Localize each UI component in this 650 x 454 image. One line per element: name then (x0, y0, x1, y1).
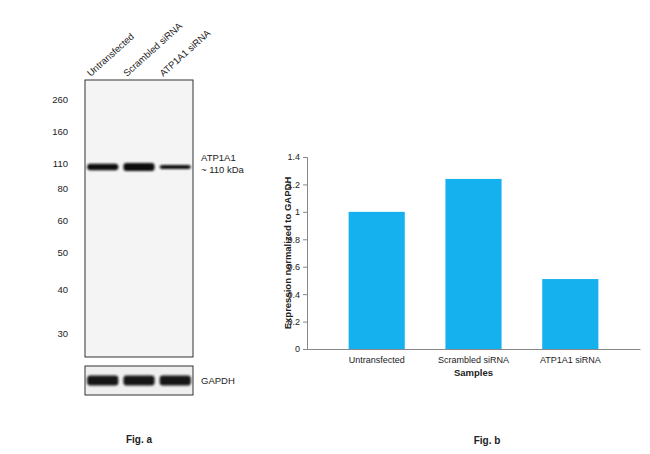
y-tick-label: 0 (295, 344, 300, 354)
mw-markers: 260 160 110 80 60 50 40 30 (52, 94, 68, 339)
y-tick-mark (303, 184, 307, 185)
bar (349, 212, 405, 349)
mw-label: 110 (53, 158, 68, 169)
y-tick: 0 (295, 344, 307, 354)
gapdh-band (123, 376, 154, 386)
x-tick: Untransfected (349, 349, 405, 365)
x-tick: Scrambled siRNA (438, 349, 509, 365)
y-tick-mark (303, 267, 307, 268)
y-tick-mark (303, 239, 307, 240)
lane-label: ATP1A1 siRNA (157, 27, 213, 79)
y-tick: 1 (295, 207, 307, 217)
x-tick-label: Scrambled siRNA (438, 355, 509, 365)
mw-label: 160 (52, 126, 68, 137)
lane-labels: UntransfectedScrambled siRNAATP1A1 siRNA (85, 20, 213, 79)
bar (542, 279, 598, 349)
y-tick-label: 1.4 (287, 152, 300, 162)
target-size: ~ 110 kDa (201, 164, 245, 175)
target-name: ATP1A1 (201, 152, 236, 163)
mw-label: 60 (57, 215, 68, 226)
x-axis: Untransfected Scrambled siRNA ATP1A1 siRNA (308, 349, 641, 365)
mw-label: 40 (57, 284, 68, 295)
gapdh-band (87, 376, 118, 386)
lane-label: Scrambled siRNA (121, 20, 185, 79)
bars (349, 179, 599, 349)
mw-label: 30 (57, 328, 68, 339)
bar-chart: 00.20.40.60.811.21.4UntransfectedScrambl… (282, 152, 641, 446)
atp1a1-band (160, 165, 191, 169)
x-tick-label: ATP1A1 siRNA (540, 355, 601, 365)
y-tick-mark (303, 157, 307, 158)
y-tick: 1.4 (287, 152, 307, 162)
y-tick-label: 1 (295, 207, 300, 217)
gapdh-band (160, 376, 191, 386)
loading-control-label: GAPDH (201, 375, 235, 386)
caption: Fig. a (126, 434, 153, 445)
x-axis-line (308, 349, 641, 350)
western-blot: 260 160 110 80 60 50 40 30 UntransfectedScramble… (52, 20, 244, 445)
x-axis-title: Samples (454, 367, 493, 378)
atp1a1-band (123, 163, 154, 171)
mw-label: 80 (57, 183, 68, 194)
gapdh-membrane (85, 366, 193, 395)
bar (445, 179, 501, 349)
bands (87, 163, 191, 386)
x-tick-label: Untransfected (349, 355, 405, 365)
mw-label: 260 (52, 94, 68, 105)
y-axis-title: Expression normalized to GAPDH (282, 177, 293, 330)
y-tick-mark (303, 322, 307, 323)
caption: Fig. b (474, 435, 501, 446)
y-tick-mark (303, 212, 307, 213)
y-tick-mark (303, 294, 307, 295)
blot-membrane (85, 80, 193, 357)
x-tick: ATP1A1 siRNA (540, 349, 601, 365)
mw-label: 50 (57, 247, 68, 258)
atp1a1-band (87, 164, 118, 171)
y-tick-mark (303, 349, 307, 350)
y-axis-line (303, 158, 308, 350)
